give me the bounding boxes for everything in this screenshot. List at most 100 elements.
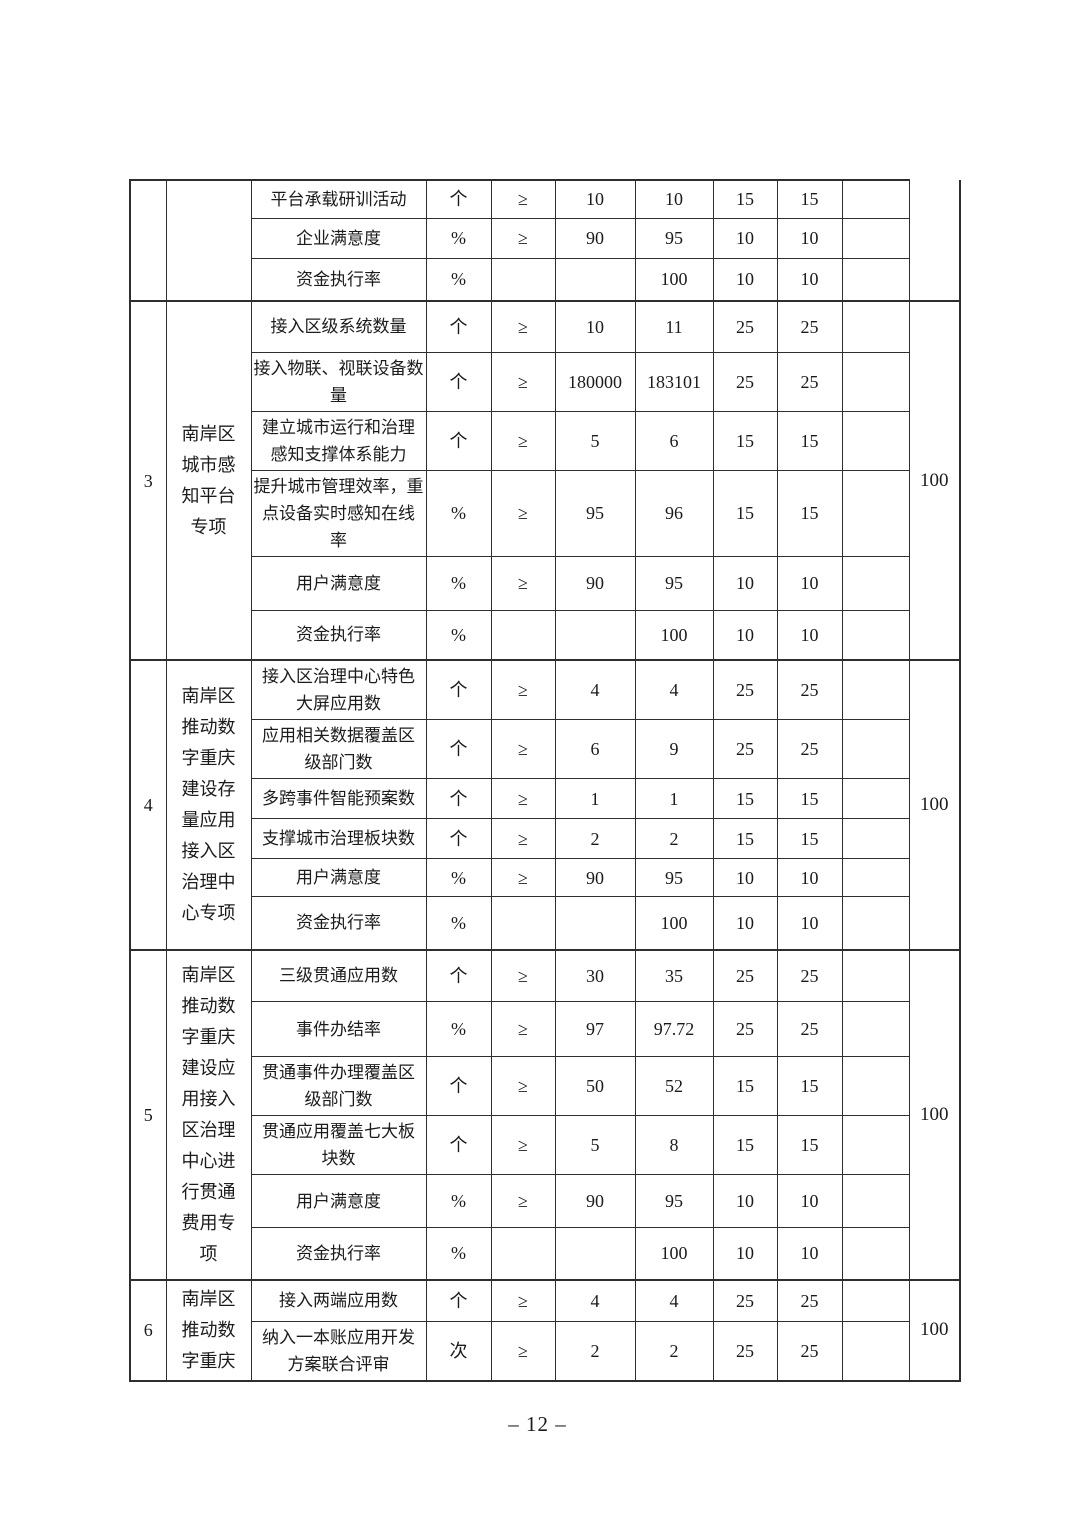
target-cell: 90 — [554, 555, 636, 611]
unit-cell: % — [425, 896, 492, 950]
blank-cell — [841, 410, 910, 471]
seq-cell: 5 — [129, 948, 167, 1280]
weight-cell: 15 — [712, 1115, 778, 1175]
unit-cell: % — [425, 1001, 492, 1057]
score-cell: 10 — [776, 1174, 843, 1228]
unit-cell: 次 — [425, 1321, 492, 1382]
actual-cell: 52 — [634, 1056, 714, 1116]
weight-cell: 10 — [712, 896, 778, 950]
op-cell: ≥ — [490, 179, 556, 219]
weight-cell: 25 — [712, 300, 778, 353]
score-cell: 25 — [776, 719, 843, 779]
target-cell — [554, 1227, 636, 1280]
op-cell: ≥ — [490, 1001, 556, 1057]
actual-cell: 2 — [634, 818, 714, 859]
actual-cell: 4 — [634, 1278, 714, 1322]
indicator-cell: 用户满意度 — [250, 858, 427, 897]
total-cell: 100 — [908, 1278, 961, 1382]
blank-cell — [841, 609, 910, 661]
weight-cell: 10 — [712, 257, 778, 302]
blank-cell — [841, 1227, 910, 1280]
score-cell: 15 — [776, 1115, 843, 1175]
total-cell: 100 — [908, 948, 961, 1280]
score-cell: 15 — [776, 179, 843, 219]
table-row: 接入物联、视联设备数 量 个 ≥ 180000 183101 25 25 — [130, 351, 960, 412]
seq-cell — [129, 179, 167, 302]
unit-cell: % — [425, 1227, 492, 1280]
target-cell: 1 — [554, 778, 636, 819]
total-cell: 100 — [908, 659, 961, 950]
unit-cell: % — [425, 469, 492, 557]
table-row: 3 南岸区城市感知平台专项 接入区级系统数量 个 ≥ 10 11 25 25 1… — [129, 300, 961, 661]
op-cell: ≥ — [490, 659, 556, 720]
actual-cell: 96 — [634, 469, 714, 557]
score-cell: 15 — [776, 778, 843, 819]
indicator-cell: 用户满意度 — [250, 1174, 427, 1228]
indicator-cell: 资金执行率 — [250, 896, 427, 950]
table-row: 6 南岸区推动数字重庆 接入两端应用数 个 ≥ 4 4 25 25 100 — [129, 1278, 961, 1382]
unit-cell: 个 — [425, 818, 492, 859]
table-row: 用户满意度 % ≥ 90 95 10 10 — [130, 858, 960, 897]
score-cell: 15 — [776, 1056, 843, 1116]
weight-cell: 10 — [712, 1174, 778, 1228]
blank-cell — [841, 469, 910, 557]
score-cell: 10 — [776, 257, 843, 302]
actual-cell: 100 — [634, 257, 714, 302]
op-cell: ≥ — [490, 351, 556, 412]
table-row: 资金执行率 % 100 10 10 — [130, 609, 960, 661]
target-cell — [554, 257, 636, 302]
score-cell: 25 — [776, 300, 843, 353]
table-row: 事件办结率 % ≥ 97 97.72 25 25 — [130, 1001, 960, 1057]
blank-cell — [841, 1174, 910, 1228]
table-row: 资金执行率 % 100 10 10 — [130, 896, 960, 950]
op-cell — [490, 896, 556, 950]
score-cell: 25 — [776, 659, 843, 720]
indicator-cell: 贯通事件办理覆盖区 级部门数 — [250, 1056, 427, 1116]
total-cell: 100 — [908, 300, 961, 661]
indicator-cell: 资金执行率 — [250, 1227, 427, 1280]
blank-cell — [841, 555, 910, 611]
unit-cell: % — [425, 858, 492, 897]
table-row: 建立城市运行和治理 感知支撑体系能力 个 ≥ 5 6 15 15 — [130, 410, 960, 471]
project-cell: 南岸区城市感知平台专项 — [165, 300, 252, 661]
score-cell: 10 — [776, 896, 843, 950]
indicator-cell: 资金执行率 — [250, 257, 427, 302]
weight-cell: 25 — [712, 1321, 778, 1382]
table-row: 贯通应用覆盖七大板 块数 个 ≥ 5 8 15 15 — [130, 1115, 960, 1175]
unit-cell: 个 — [425, 1056, 492, 1116]
table-row: 纳入一本账应用开发 方案联合评审 次 ≥ 2 2 25 25 — [130, 1321, 960, 1382]
project-cell: 南岸区推动数字重庆 — [165, 1278, 252, 1382]
table-row: 5 南岸区推动数字重庆建设应用接入区治理中心进行贯通费用专项 三级贯通应用数 个… — [129, 948, 961, 1280]
weight-cell: 25 — [712, 719, 778, 779]
target-cell — [554, 896, 636, 950]
table-row: 4 南岸区推动数字重庆建设存量应用接入区治理中心专项 接入区治理中心特色 大屏应… — [129, 659, 961, 950]
indicator-cell: 接入物联、视联设备数 量 — [250, 351, 427, 412]
op-cell: ≥ — [490, 1321, 556, 1382]
actual-cell: 10 — [634, 179, 714, 219]
indicator-cell: 三级贯通应用数 — [250, 948, 427, 1002]
score-cell: 15 — [776, 818, 843, 859]
target-cell: 180000 — [554, 351, 636, 412]
unit-cell: 个 — [425, 300, 492, 353]
unit-cell: % — [425, 257, 492, 302]
target-cell: 50 — [554, 1056, 636, 1116]
indicator-cell: 纳入一本账应用开发 方案联合评审 — [250, 1321, 427, 1382]
indicator-cell: 用户满意度 — [250, 555, 427, 611]
op-cell: ≥ — [490, 469, 556, 557]
table-row: 支撑城市治理板块数 个 ≥ 2 2 15 15 — [130, 818, 960, 859]
score-cell: 25 — [776, 351, 843, 412]
actual-cell: 95 — [634, 555, 714, 611]
blank-cell — [841, 351, 910, 412]
blank-cell — [841, 257, 910, 302]
seq-cell: 3 — [129, 300, 167, 661]
indicator-cell: 建立城市运行和治理 感知支撑体系能力 — [250, 410, 427, 471]
blank-cell — [841, 1056, 910, 1116]
blank-cell — [841, 1278, 910, 1322]
actual-cell: 95 — [634, 217, 714, 259]
blank-cell — [841, 858, 910, 897]
op-cell: ≥ — [490, 858, 556, 897]
unit-cell: % — [425, 1174, 492, 1228]
target-cell: 4 — [554, 659, 636, 720]
performance-evaluation-table: 平台承载研训活动 个 ≥ 10 10 15 15 企业满意度 % ≥ 90 95… — [129, 179, 961, 1382]
target-cell: 10 — [554, 300, 636, 353]
